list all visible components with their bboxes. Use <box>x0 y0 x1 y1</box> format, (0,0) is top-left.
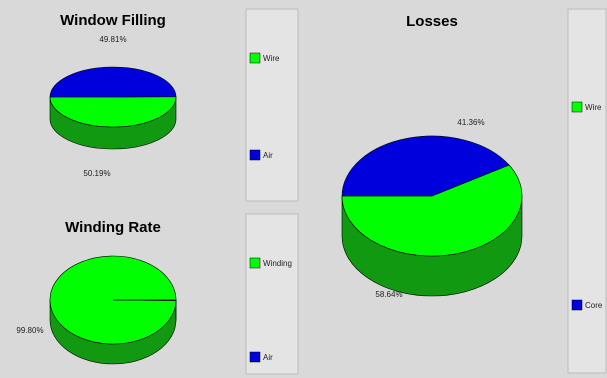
legend-window-filling: Wire Air <box>245 8 299 202</box>
losses-slice-wire <box>341 164 523 257</box>
winding-rate-pie <box>49 255 177 365</box>
winding-rate-title: Winding Rate <box>65 219 161 236</box>
winding-rate-chart: Winding Rate 99.80% <box>16 219 177 365</box>
losses-title: Losses <box>406 13 458 30</box>
legend-label-air: Air <box>263 151 273 160</box>
legend-swatch-core <box>571 299 583 311</box>
window-filling-slice-air <box>49 66 177 98</box>
legend-losses: Wire Core <box>567 8 607 374</box>
legend-label-wire: Wire <box>585 103 602 112</box>
legend-swatch-wire <box>249 52 261 64</box>
legend-panel <box>245 213 299 375</box>
losses-label-core: 41.36% <box>457 118 484 127</box>
legend-swatch-wire <box>571 101 583 113</box>
losses-pie <box>341 135 523 297</box>
losses-chart: Losses 41.36% 58.64% <box>341 13 523 299</box>
legend-label-winding: Winding <box>263 259 292 268</box>
legend-swatch-air <box>249 149 261 161</box>
legend-swatch-air <box>249 351 261 363</box>
window-filling-pie <box>49 66 177 150</box>
legend-panel <box>567 8 607 374</box>
window-filling-slice-wire <box>49 96 177 128</box>
legend-panel <box>245 8 299 202</box>
legend-label-air: Air <box>263 353 273 362</box>
legend-swatch-winding <box>249 257 261 269</box>
losses-label-wire: 58.64% <box>375 290 402 299</box>
winding-rate-label-winding: 99.80% <box>16 326 43 335</box>
window-filling-label-air: 49.81% <box>99 35 126 44</box>
winding-rate-slice-air <box>112 299 177 301</box>
legend-label-core: Core <box>585 301 603 310</box>
window-filling-label-wire: 50.19% <box>83 169 110 178</box>
window-filling-title: Window Filling <box>60 12 166 29</box>
legend-winding-rate: Winding Air <box>245 213 299 375</box>
losses-slice-core <box>341 135 510 197</box>
legend-label-wire: Wire <box>263 54 280 63</box>
window-filling-chart: Window Filling 49.81% 50.19% <box>49 12 177 178</box>
